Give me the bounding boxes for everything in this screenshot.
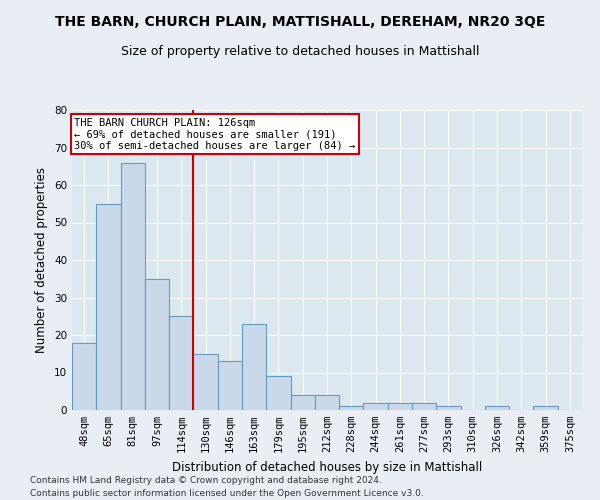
Bar	[72, 342, 96, 410]
Bar	[412, 402, 436, 410]
Bar	[485, 406, 509, 410]
Bar	[436, 406, 461, 410]
Text: Contains public sector information licensed under the Open Government Licence v3: Contains public sector information licen…	[30, 488, 424, 498]
Bar	[533, 406, 558, 410]
Bar	[339, 406, 364, 410]
Bar	[290, 395, 315, 410]
Bar	[388, 402, 412, 410]
Text: Contains HM Land Registry data © Crown copyright and database right 2024.: Contains HM Land Registry data © Crown c…	[30, 476, 382, 485]
Y-axis label: Number of detached properties: Number of detached properties	[35, 167, 49, 353]
X-axis label: Distribution of detached houses by size in Mattishall: Distribution of detached houses by size …	[172, 460, 482, 473]
Bar	[121, 162, 145, 410]
Text: THE BARN CHURCH PLAIN: 126sqm
← 69% of detached houses are smaller (191)
30% of : THE BARN CHURCH PLAIN: 126sqm ← 69% of d…	[74, 118, 356, 150]
Bar	[315, 395, 339, 410]
Bar	[96, 204, 121, 410]
Bar	[169, 316, 193, 410]
Bar	[193, 354, 218, 410]
Bar	[364, 402, 388, 410]
Text: Size of property relative to detached houses in Mattishall: Size of property relative to detached ho…	[121, 45, 479, 58]
Bar	[266, 376, 290, 410]
Bar	[145, 279, 169, 410]
Bar	[242, 324, 266, 410]
Text: THE BARN, CHURCH PLAIN, MATTISHALL, DEREHAM, NR20 3QE: THE BARN, CHURCH PLAIN, MATTISHALL, DERE…	[55, 15, 545, 29]
Bar	[218, 361, 242, 410]
